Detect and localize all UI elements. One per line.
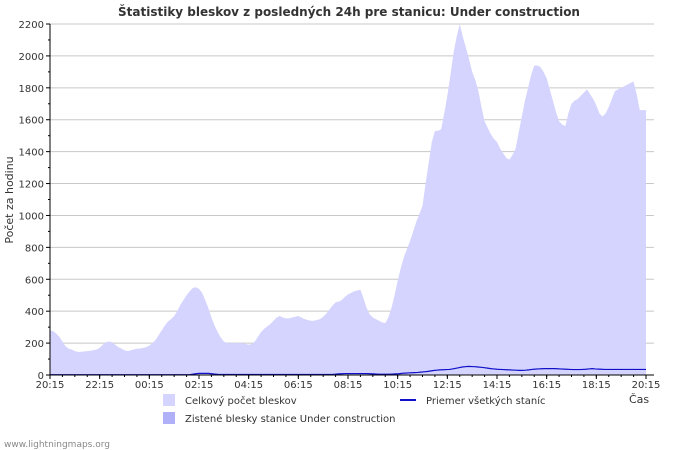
y-tick-label: 800: [25, 243, 44, 254]
x-tick-label: 10:15: [383, 380, 412, 391]
y-tick-label: 1400: [19, 148, 44, 159]
area-series-0: [50, 24, 646, 375]
y-tick-label: 400: [25, 307, 44, 318]
x-tick-label: 16:15: [532, 380, 561, 391]
x-tick-label: 14:15: [483, 380, 512, 391]
x-tick-label: 12:15: [433, 380, 462, 391]
legend-label-average: Priemer všetkých staníc: [426, 395, 546, 407]
legend: Celkový počet bleskov Zistené blesky sta…: [163, 394, 546, 425]
y-gridlines: [50, 23, 654, 344]
legend-label-total: Celkový počet bleskov: [185, 395, 297, 407]
x-tick-label: 22:15: [85, 380, 114, 391]
x-tick-label: 06:15: [284, 380, 313, 391]
x-tick-labels: 20:15 22:15 00:15 02:15 04:15 06:15 08:15 10:15…: [36, 375, 661, 391]
x-tick-label: 02:15: [185, 380, 214, 391]
x-tick-label: 20:15: [36, 380, 65, 391]
y-tick-labels: 0 200 400 600 800 1000 1200 1400 1600 1800 2000 220…: [19, 20, 50, 382]
x-axis-label: Čas: [629, 393, 649, 406]
legend-swatch-total: [163, 394, 175, 406]
x-tick-label: 04:15: [234, 380, 263, 391]
chart-title: Štatistiky bleskov z posledných 24h pre …: [118, 4, 580, 19]
y-tick-label: 600: [25, 275, 44, 286]
legend-swatch-station: [163, 412, 175, 424]
watermark-text: www.lightningmaps.org: [4, 440, 110, 450]
x-tick-label: 18:15: [582, 380, 611, 391]
y-tick-label: 1000: [19, 211, 44, 222]
x-tick-label: 08:15: [334, 380, 363, 391]
x-tick-label: 00:15: [135, 380, 164, 391]
y-tick-label: 2200: [19, 20, 44, 31]
y-axis-label: Počet za hodinu: [3, 156, 16, 243]
legend-label-station: Zistené blesky stanice Under constructio…: [185, 413, 395, 425]
y-tick-label: 200: [25, 339, 44, 350]
y-tick-label: 1600: [19, 116, 44, 127]
y-tick-label: 2000: [19, 52, 44, 63]
area-series: [50, 24, 646, 375]
y-tick-label: 1200: [19, 180, 44, 191]
x-tick-label: 20:15: [632, 380, 661, 391]
y-tick-label: 0: [38, 371, 44, 382]
y-tick-label: 1800: [19, 84, 44, 95]
